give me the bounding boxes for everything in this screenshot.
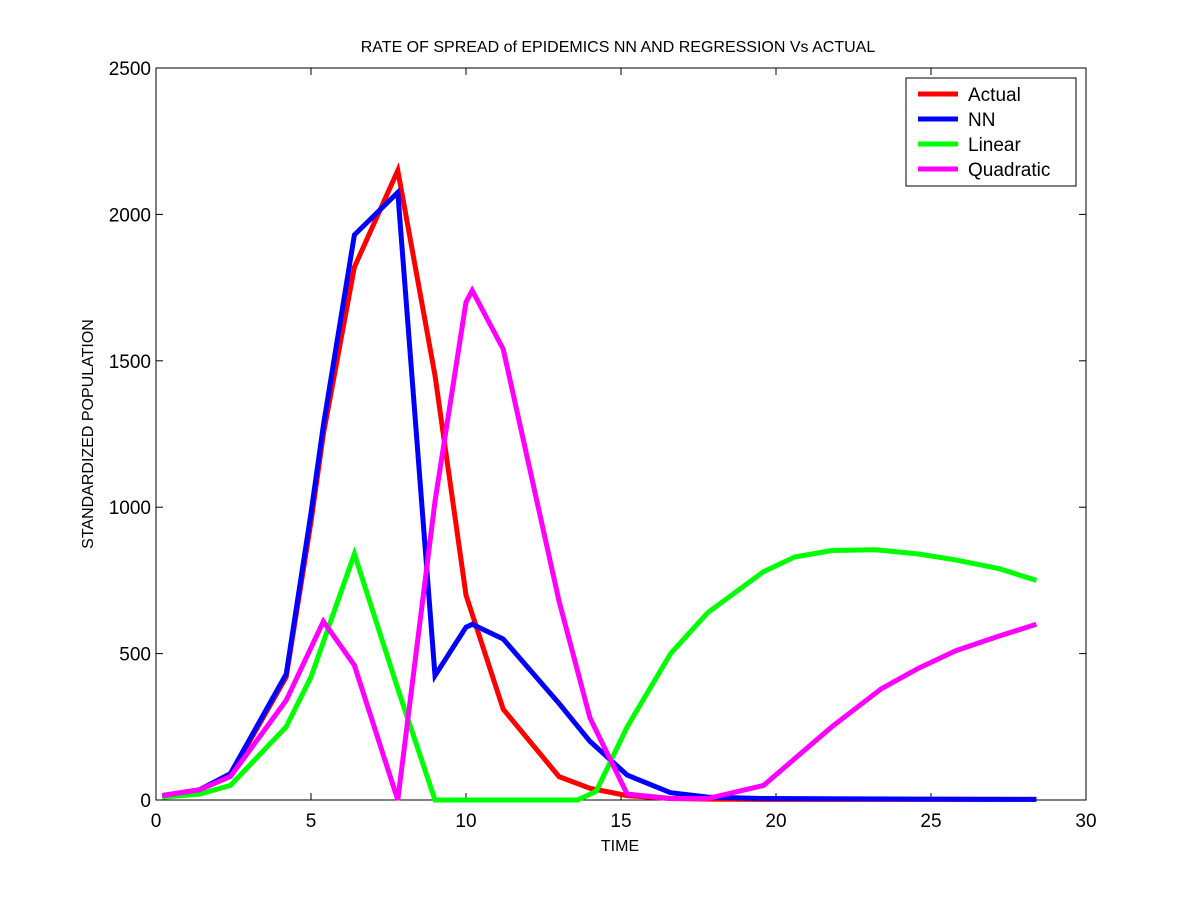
- x-tick-label: 20: [765, 811, 786, 832]
- legend-label-nn: NN: [968, 110, 995, 131]
- y-tick-label: 0: [140, 791, 151, 812]
- series-line-quadratic: [161, 285, 1038, 801]
- x-tick-label: 5: [306, 811, 317, 832]
- y-tick-label: 2000: [109, 205, 151, 226]
- x-tick-label: 30: [1075, 811, 1096, 832]
- y-tick-label: 1500: [109, 352, 151, 373]
- legend: Actual NN Linear Quadratic: [905, 77, 1077, 187]
- y-tick-label: 500: [119, 645, 151, 666]
- axis-ticks: 0 5 10 15 20 25 30 0 500 1000 1500 2000 2500: [109, 59, 1097, 832]
- legend-label-linear: Linear: [968, 135, 1021, 156]
- legend-label-quadratic: Quadratic: [968, 160, 1050, 181]
- y-tick-label: 2500: [109, 59, 151, 80]
- chart-title: RATE OF SPREAD of EPIDEMICS NN AND REGRE…: [361, 39, 876, 56]
- y-tick-label: 1000: [109, 498, 151, 519]
- x-tick-label: 10: [455, 811, 476, 832]
- series-layer: [161, 162, 1038, 803]
- x-tick-label: 15: [610, 811, 631, 832]
- x-tick-label: 25: [920, 811, 941, 832]
- x-tick-label: 0: [151, 811, 162, 832]
- y-axis-label: STANDARDIZED POPULATION: [80, 319, 97, 549]
- legend-label-actual: Actual: [968, 85, 1021, 106]
- series-line-linear: [161, 546, 1038, 803]
- x-axis-label: TIME: [601, 838, 639, 855]
